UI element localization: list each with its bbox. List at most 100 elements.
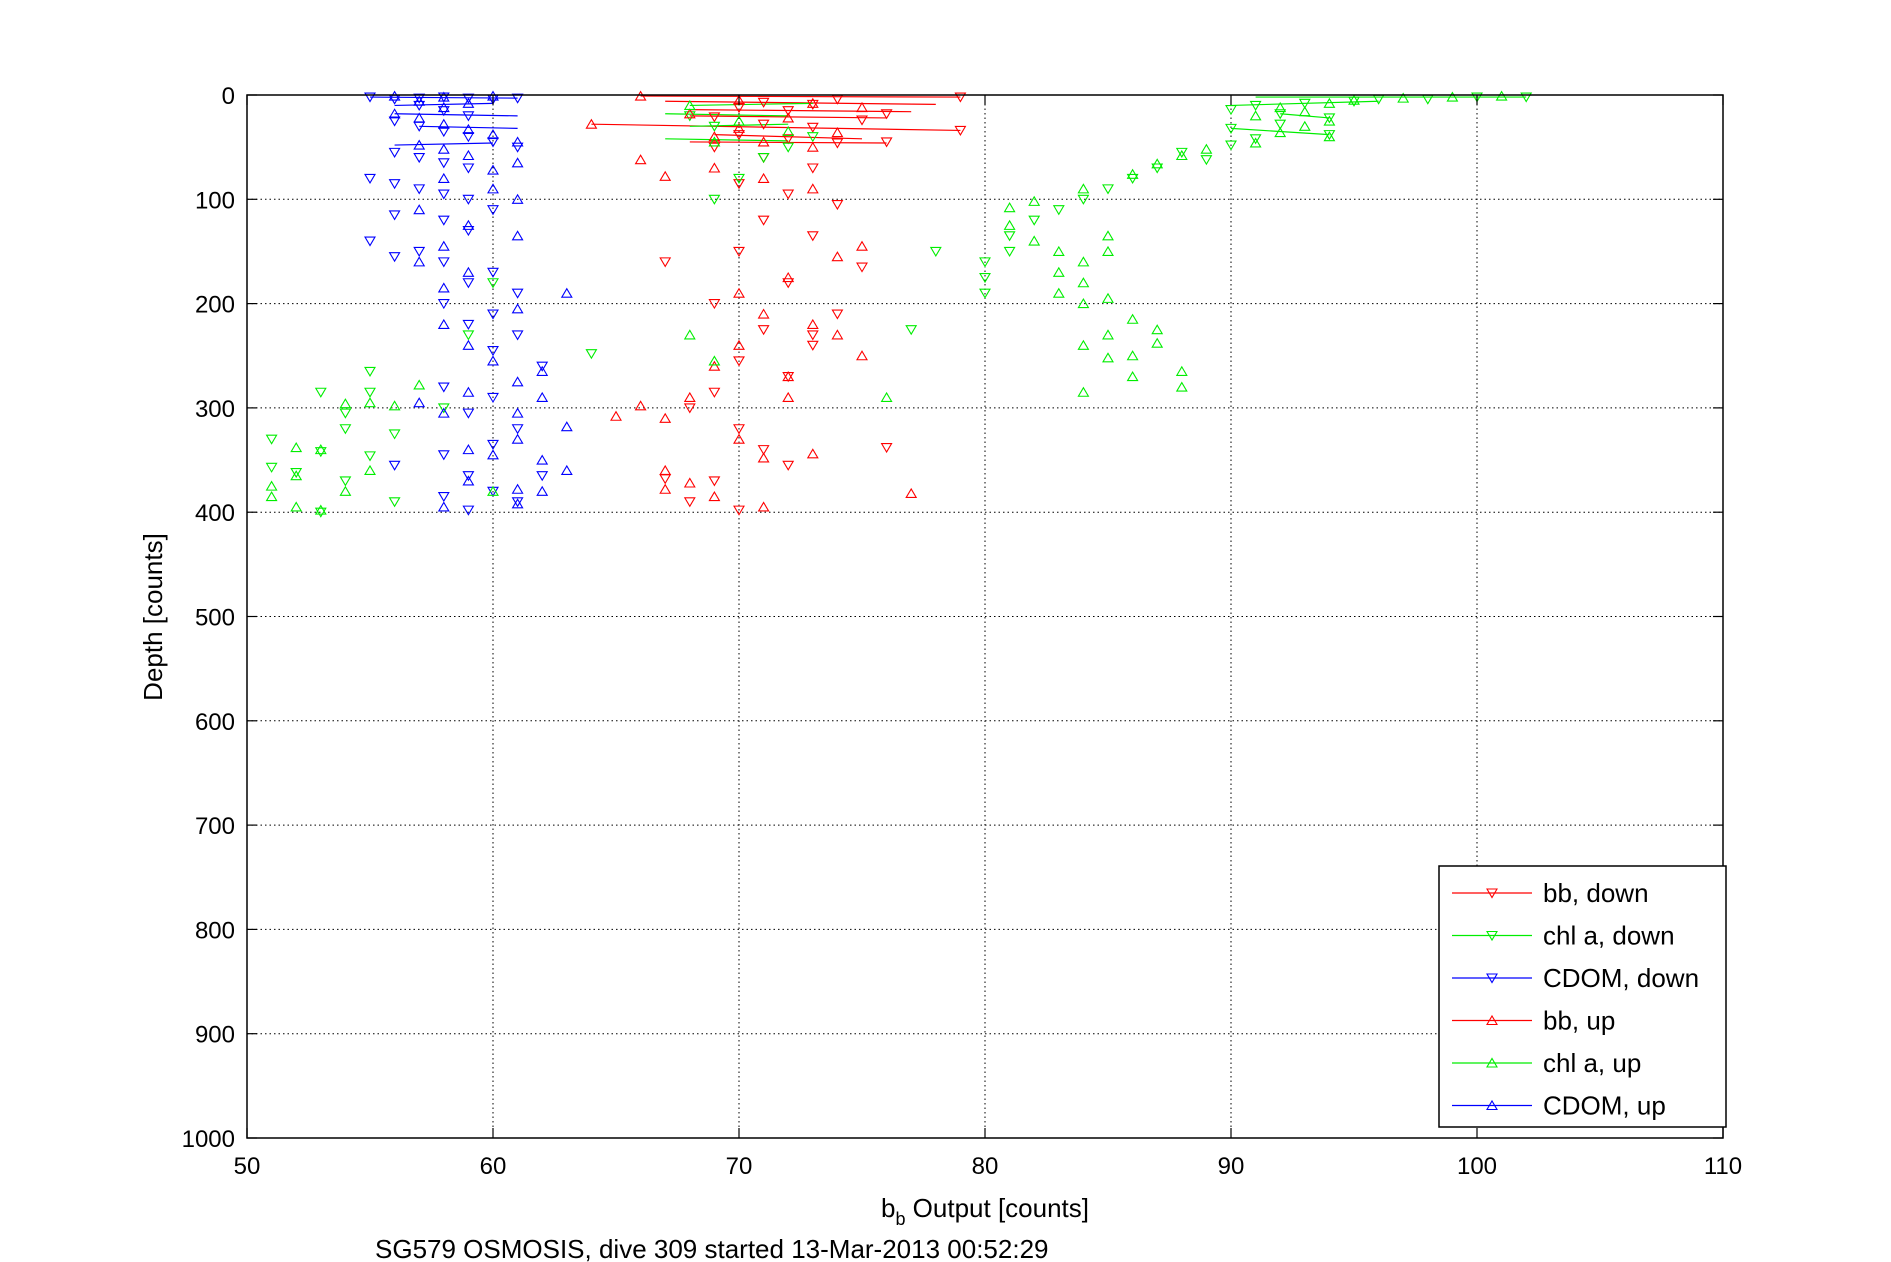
data-point <box>782 106 795 117</box>
data-point <box>462 278 475 289</box>
data-line <box>689 102 813 107</box>
data-point <box>708 490 721 502</box>
data-point <box>1102 352 1114 363</box>
y-tick-label: 400 <box>195 500 235 527</box>
data-point <box>511 230 524 241</box>
data-point <box>413 379 426 390</box>
data-point <box>511 483 524 494</box>
data-point <box>364 366 376 377</box>
data-point <box>806 99 819 110</box>
data-point <box>757 452 770 463</box>
data-point <box>511 498 524 509</box>
data-point <box>437 501 450 512</box>
data-point <box>413 139 426 150</box>
legend-box <box>1438 865 1727 1128</box>
legend-label: chl a, down <box>1543 921 1675 951</box>
data-point <box>487 278 499 289</box>
data-point <box>511 136 524 147</box>
data-point <box>413 184 426 195</box>
data-point <box>413 246 426 258</box>
data-point <box>339 408 352 419</box>
legend-label: chl a, up <box>1543 1048 1641 1078</box>
data-point <box>1200 143 1213 154</box>
data-point <box>708 194 721 205</box>
data-point <box>1126 350 1139 361</box>
data-point <box>413 95 426 106</box>
data-point <box>388 460 401 471</box>
data-point <box>856 350 868 361</box>
data-point <box>560 421 573 432</box>
data-point <box>364 397 376 408</box>
legend-label: bb, up <box>1543 1006 1615 1036</box>
data-line <box>665 100 936 105</box>
x-tick-label: 50 <box>234 1153 261 1180</box>
data-point <box>1348 96 1360 107</box>
data-point <box>880 109 893 120</box>
data-point <box>733 424 745 435</box>
data-point <box>388 400 401 411</box>
legend-marker <box>1486 888 1498 899</box>
data-point <box>388 147 401 158</box>
data-point <box>806 231 819 242</box>
data-point <box>757 501 770 512</box>
data-point <box>979 257 991 268</box>
data-point <box>979 288 991 299</box>
data-point <box>388 210 401 221</box>
data-point <box>683 497 696 508</box>
data-point <box>462 163 475 174</box>
data-point <box>733 130 745 141</box>
data-point <box>634 154 647 165</box>
x-tick-label: 60 <box>480 1153 507 1180</box>
data-point <box>437 257 450 268</box>
data-point <box>1471 92 1483 103</box>
data-point <box>413 397 426 408</box>
data-point <box>1052 245 1065 256</box>
data-point <box>437 126 450 138</box>
data-point <box>339 424 352 435</box>
data-line <box>1230 100 1379 107</box>
data-point <box>733 246 745 258</box>
data-point <box>929 246 942 258</box>
data-point <box>659 257 672 268</box>
data-point <box>979 272 991 284</box>
data-point <box>1274 119 1287 130</box>
data-point <box>462 226 475 237</box>
data-point <box>856 262 868 273</box>
data-point <box>1077 256 1090 267</box>
data-line <box>1230 127 1330 136</box>
data-point <box>757 153 770 164</box>
data-point <box>339 485 352 496</box>
data-point <box>782 134 795 145</box>
data-point <box>757 215 770 226</box>
data-point <box>733 433 745 444</box>
data-point <box>536 365 549 376</box>
data-point <box>1249 100 1262 112</box>
data-point <box>265 490 278 502</box>
data-point <box>1249 137 1262 148</box>
data-point <box>511 93 524 104</box>
data-point <box>511 424 524 435</box>
data-point <box>511 288 524 299</box>
data-point <box>1102 329 1114 340</box>
legend-marker <box>1486 1014 1498 1026</box>
data-point <box>388 108 401 119</box>
data-point <box>437 143 450 154</box>
x-tick-label: 90 <box>1218 1153 1245 1180</box>
data-point <box>1397 92 1410 103</box>
data-point <box>806 122 819 133</box>
data-point <box>364 387 376 398</box>
data-point <box>782 391 795 403</box>
data-point <box>1003 219 1016 230</box>
data-point <box>659 412 672 423</box>
data-point <box>806 318 819 330</box>
data-point <box>782 371 795 382</box>
data-point <box>388 116 401 127</box>
data-point <box>413 93 426 104</box>
y-tick-label: 900 <box>195 1022 235 1049</box>
y-tick-label: 0 <box>222 83 235 110</box>
data-point <box>388 179 401 190</box>
legend-marker <box>1486 1099 1498 1111</box>
caption: SG579 OSMOSIS, dive 309 started 13-Mar-2… <box>375 1234 1049 1262</box>
data-point <box>806 330 819 341</box>
data-point <box>1520 92 1533 103</box>
